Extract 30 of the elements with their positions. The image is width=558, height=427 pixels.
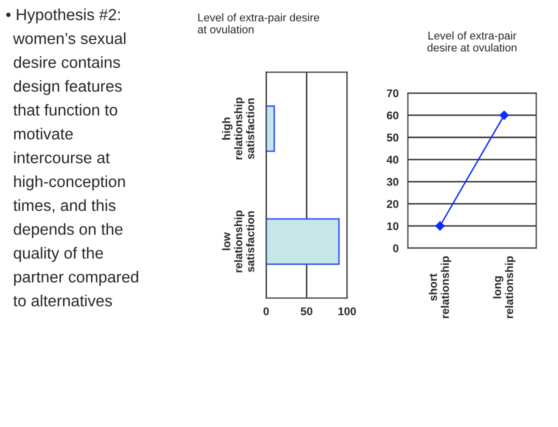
chart-title: Level of extra-pair desire at ovulation — [198, 13, 320, 34]
x-tick-label: short relationship — [428, 256, 452, 318]
text: motivate — [14, 128, 73, 140]
text: that function to — [13, 104, 118, 116]
chart-title: Level of extra-pair desire at ovulation — [427, 31, 516, 52]
x-tick-label: 0 — [264, 307, 269, 316]
text: women’s sexual — [13, 32, 126, 44]
y-tick-label: 40 — [386, 156, 398, 164]
text: intercourse at — [14, 152, 110, 164]
y-tick-label: 60 — [386, 111, 398, 120]
text: partner compared — [14, 270, 138, 286]
text: high-conception — [14, 175, 125, 190]
y-tick-label: 70 — [386, 89, 398, 98]
y-tick-label: high relationship satisfaction — [222, 98, 254, 160]
y-tick-label: 20 — [386, 200, 398, 208]
text: • Hypothesis #2: — [6, 8, 120, 24]
text: times, and this — [13, 199, 116, 213]
y-tick-label: 10 — [387, 222, 398, 230]
y-tick-label: 50 — [386, 134, 398, 142]
x-tick-label: long relationship — [492, 256, 516, 318]
text: quality of the — [14, 247, 103, 262]
text: depends on the — [14, 223, 123, 238]
y-tick-label: low relationship satisfaction — [222, 210, 254, 272]
x-tick-label: 50 — [300, 307, 312, 316]
text: desire contains — [14, 56, 120, 68]
text: to alternatives — [13, 294, 112, 306]
text: design features — [14, 80, 122, 95]
y-tick-label: 30 — [386, 178, 398, 186]
x-tick-label: 100 — [338, 307, 356, 316]
y-tick-label: 0 — [393, 244, 398, 252]
